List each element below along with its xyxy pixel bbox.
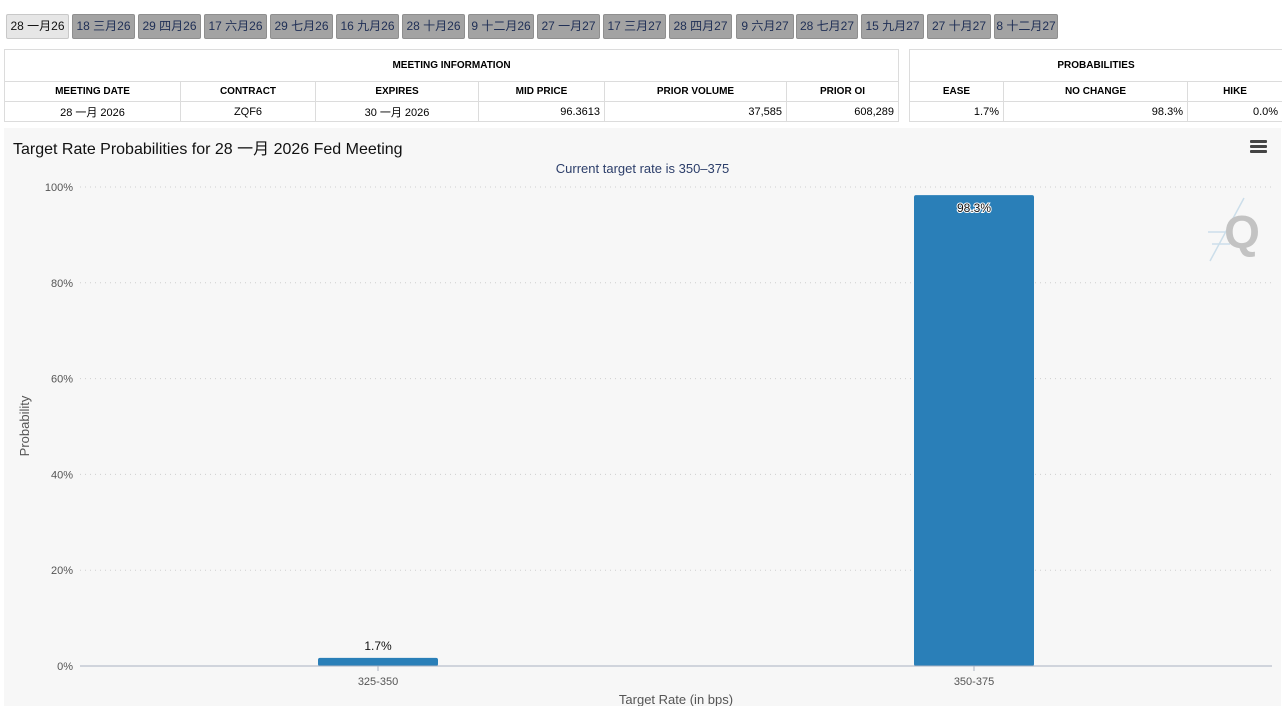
- meeting-information-table: MEETING INFORMATION MEETING DATE CONTRAC…: [3, 49, 900, 122]
- col-header-expires: EXPIRES: [315, 81, 479, 102]
- bar-325-350[interactable]: [318, 657, 438, 666]
- hike-value: 0.0%: [1186, 101, 1282, 122]
- chart-svg: 0% 20% 40% 60% 80% 100% 1.7% 325-350 98.3% 350-37…: [17, 182, 1272, 706]
- col-header-contract: CONTRACT: [180, 81, 316, 102]
- y-tick-label: 100%: [45, 182, 73, 194]
- contract-value: ZQF6: [180, 101, 316, 122]
- tab-meeting-date[interactable]: 8 十二月27: [994, 14, 1058, 39]
- tab-meeting-date[interactable]: 28 七月27: [796, 14, 858, 39]
- expires-value: 30 一月 2026: [315, 101, 479, 122]
- col-header-no-change: NO CHANGE: [1003, 81, 1188, 102]
- ease-value: 1.7%: [909, 101, 1004, 122]
- col-header-ease: EASE: [909, 81, 1004, 102]
- meeting-information-heading: MEETING INFORMATION: [3, 49, 900, 82]
- x-tick-label: 325-350: [358, 676, 398, 688]
- no-change-value: 98.3%: [1003, 101, 1188, 122]
- data-label: 98.3%: [957, 201, 991, 215]
- tab-meeting-date[interactable]: 27 一月27: [537, 14, 600, 39]
- meeting-date-value: 28 一月 2026: [4, 101, 181, 122]
- prior-oi-value: 608,289: [785, 101, 900, 122]
- table-row: 1.7% 98.3% 0.0%: [909, 101, 1282, 122]
- y-tick-label: 60%: [51, 374, 73, 386]
- chart-subtitle: Current target rate is 350–375: [555, 161, 730, 176]
- x-axis-title: Target Rate (in bps): [619, 692, 733, 706]
- col-header-meeting-date: MEETING DATE: [4, 81, 181, 102]
- col-header-prior-volume: PRIOR VOLUME: [604, 81, 787, 102]
- tab-meeting-date[interactable]: 28 十月26: [402, 14, 465, 39]
- x-tick-label: 350-375: [954, 676, 994, 688]
- col-header-prior-oi: PRIOR OI: [785, 81, 900, 102]
- tab-meeting-date[interactable]: 17 三月27: [603, 14, 666, 39]
- y-tick-label: 0%: [57, 661, 73, 673]
- prior-volume-value: 37,585: [604, 101, 787, 122]
- target-rate-chart: Target Rate Probabilities for 28 一月 2026…: [4, 128, 1281, 706]
- probabilities-table: PROBABILITIES EASE NO CHANGE HIKE 1.7% 9…: [908, 49, 1282, 122]
- chart-title: Target Rate Probabilities for 28 一月 2026…: [13, 141, 403, 158]
- col-header-mid-price: MID PRICE: [478, 81, 605, 102]
- y-tick-label: 40%: [51, 469, 73, 481]
- y-axis-title: Probability: [17, 395, 32, 456]
- bar-350-375[interactable]: [914, 195, 1034, 666]
- col-header-hike: HIKE: [1186, 81, 1282, 102]
- tab-meeting-date[interactable]: 29 七月26: [270, 14, 333, 39]
- mid-price-value: 96.3613: [478, 101, 605, 122]
- y-tick-label: 20%: [51, 565, 73, 577]
- probabilities-heading: PROBABILITIES: [908, 49, 1282, 82]
- quikstrike-q-logo: Q: [1208, 197, 1260, 262]
- tab-meeting-date[interactable]: 28 一月26: [6, 14, 69, 39]
- tab-meeting-date[interactable]: 9 十二月26: [468, 14, 534, 39]
- tab-meeting-date[interactable]: 18 三月26: [72, 14, 135, 39]
- tab-meeting-date[interactable]: 9 六月27: [736, 14, 794, 39]
- tab-meeting-date[interactable]: 17 六月26: [204, 14, 267, 39]
- tab-meeting-date[interactable]: 27 十月27: [927, 14, 991, 39]
- tab-meeting-date[interactable]: 15 九月27: [861, 14, 924, 39]
- tab-meeting-date[interactable]: 16 九月26: [336, 14, 399, 39]
- y-tick-label: 80%: [51, 278, 73, 290]
- tab-meeting-date[interactable]: 28 四月27: [669, 14, 732, 39]
- svg-text:Q: Q: [1224, 206, 1260, 258]
- tab-meeting-date[interactable]: 29 四月26: [138, 14, 201, 39]
- hamburger-menu-icon[interactable]: [1250, 140, 1267, 154]
- data-label: 1.7%: [364, 639, 392, 653]
- table-row: 28 一月 2026 ZQF6 30 一月 2026 96.3613 37,58…: [4, 101, 900, 122]
